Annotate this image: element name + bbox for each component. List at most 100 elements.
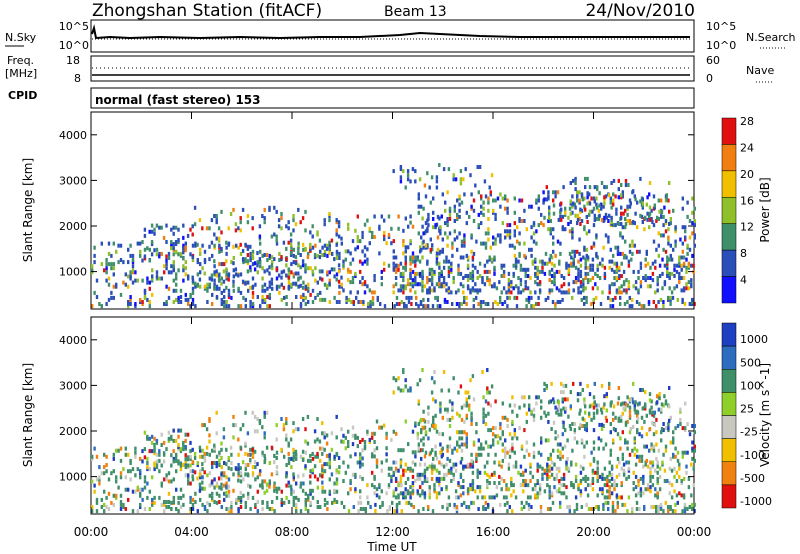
- echo-cell: [655, 442, 658, 447]
- echo-cell: [292, 477, 295, 482]
- echo-cell: [110, 295, 113, 300]
- echo-cell: [559, 500, 562, 505]
- echo-cell: [574, 181, 577, 185]
- echo-cell: [349, 479, 352, 483]
- echo-cell: [428, 271, 431, 276]
- echo-cell: [441, 446, 444, 451]
- echo-cell: [416, 489, 419, 494]
- echo-cell: [435, 179, 439, 184]
- echo-cell: [184, 459, 187, 464]
- echo-cell: [411, 450, 415, 455]
- echo-cell: [191, 232, 194, 237]
- echo-cell: [397, 448, 400, 453]
- echo-cell: [270, 255, 274, 260]
- echo-cell: [297, 271, 300, 276]
- echo-cell: [107, 251, 111, 256]
- echo-cell: [436, 235, 440, 240]
- echo-cell: [615, 483, 619, 488]
- echo-cell: [492, 235, 495, 240]
- echo-cell: [665, 197, 668, 202]
- echo-cell: [421, 280, 424, 285]
- echo-cell: [658, 263, 662, 268]
- echo-cell: [91, 509, 94, 514]
- echo-cell: [319, 297, 322, 302]
- echo-cell: [652, 505, 655, 509]
- echo-cell: [621, 251, 624, 256]
- echo-cell: [430, 476, 434, 481]
- echo-cell: [596, 410, 599, 415]
- echo-cell: [621, 225, 624, 230]
- echo-cell: [456, 247, 459, 252]
- echo-cell: [184, 465, 187, 470]
- echo-cell: [541, 466, 544, 471]
- echo-cell: [465, 440, 468, 445]
- echo-cell: [91, 479, 94, 484]
- echo-cell: [326, 272, 329, 277]
- echo-cell: [313, 253, 317, 257]
- echo-cell: [638, 432, 641, 437]
- echo-cell: [571, 249, 574, 254]
- echo-cell: [595, 295, 598, 300]
- echo-cell: [678, 255, 681, 260]
- echo-cell: [423, 425, 427, 430]
- echo-cell: [423, 493, 427, 498]
- echo-cell: [590, 302, 593, 306]
- echo-cell: [650, 217, 653, 221]
- echo-cell: [100, 304, 103, 309]
- echo-cell: [463, 239, 466, 244]
- echo-cell: [586, 483, 590, 488]
- echo-cell: [534, 257, 537, 262]
- echo-cell: [685, 257, 688, 262]
- echo-cell: [585, 247, 588, 252]
- echo-cell: [232, 283, 235, 288]
- echo-cell: [582, 255, 585, 260]
- echo-cell: [560, 207, 563, 212]
- echo-cell: [301, 488, 305, 493]
- echo-cell: [189, 449, 192, 454]
- echo-cell: [605, 185, 608, 190]
- echo-cell: [275, 209, 278, 214]
- echo-cell: [584, 176, 587, 181]
- echo-cell: [456, 440, 459, 445]
- echo-cell: [265, 410, 269, 415]
- echo-cell: [612, 438, 615, 443]
- echo-cell: [397, 288, 400, 293]
- echo-cell: [486, 269, 489, 274]
- echo-cell: [191, 460, 194, 465]
- echo-cell: [492, 208, 495, 213]
- echo-cell: [480, 452, 483, 457]
- echo-cell: [494, 212, 497, 217]
- echo-cell: [134, 454, 137, 459]
- echo-cell: [251, 302, 255, 306]
- echo-cell: [513, 221, 516, 226]
- echo-cell: [136, 485, 139, 490]
- echo-cell: [421, 368, 424, 372]
- echo-cell: [487, 302, 490, 306]
- echo-cell: [392, 470, 395, 475]
- echo-cell: [419, 485, 422, 490]
- echo-cell: [448, 212, 452, 217]
- echo-cell: [297, 251, 300, 255]
- echo-cell: [611, 509, 615, 514]
- echo-cell: [673, 263, 676, 268]
- echo-cell: [333, 274, 336, 279]
- echo-cell: [438, 216, 441, 221]
- echo-cell: [122, 280, 125, 285]
- echo-cell: [100, 241, 103, 246]
- echo-cell: [664, 221, 668, 226]
- echo-cell: [631, 243, 634, 248]
- echo-cell: [612, 417, 615, 422]
- echo-cell: [139, 487, 142, 492]
- echo-cell: [268, 253, 271, 258]
- echo-cell: [565, 265, 568, 270]
- echo-cell: [581, 416, 584, 421]
- echo-cell: [686, 450, 689, 455]
- echo-cell: [508, 505, 511, 509]
- echo-cell: [163, 302, 166, 306]
- echo-cell: [191, 243, 195, 248]
- echo-cell: [481, 495, 484, 500]
- echo-cell: [326, 243, 329, 248]
- echo-cell: [225, 493, 228, 498]
- echo-cell: [241, 279, 245, 284]
- echo-cell: [520, 444, 524, 449]
